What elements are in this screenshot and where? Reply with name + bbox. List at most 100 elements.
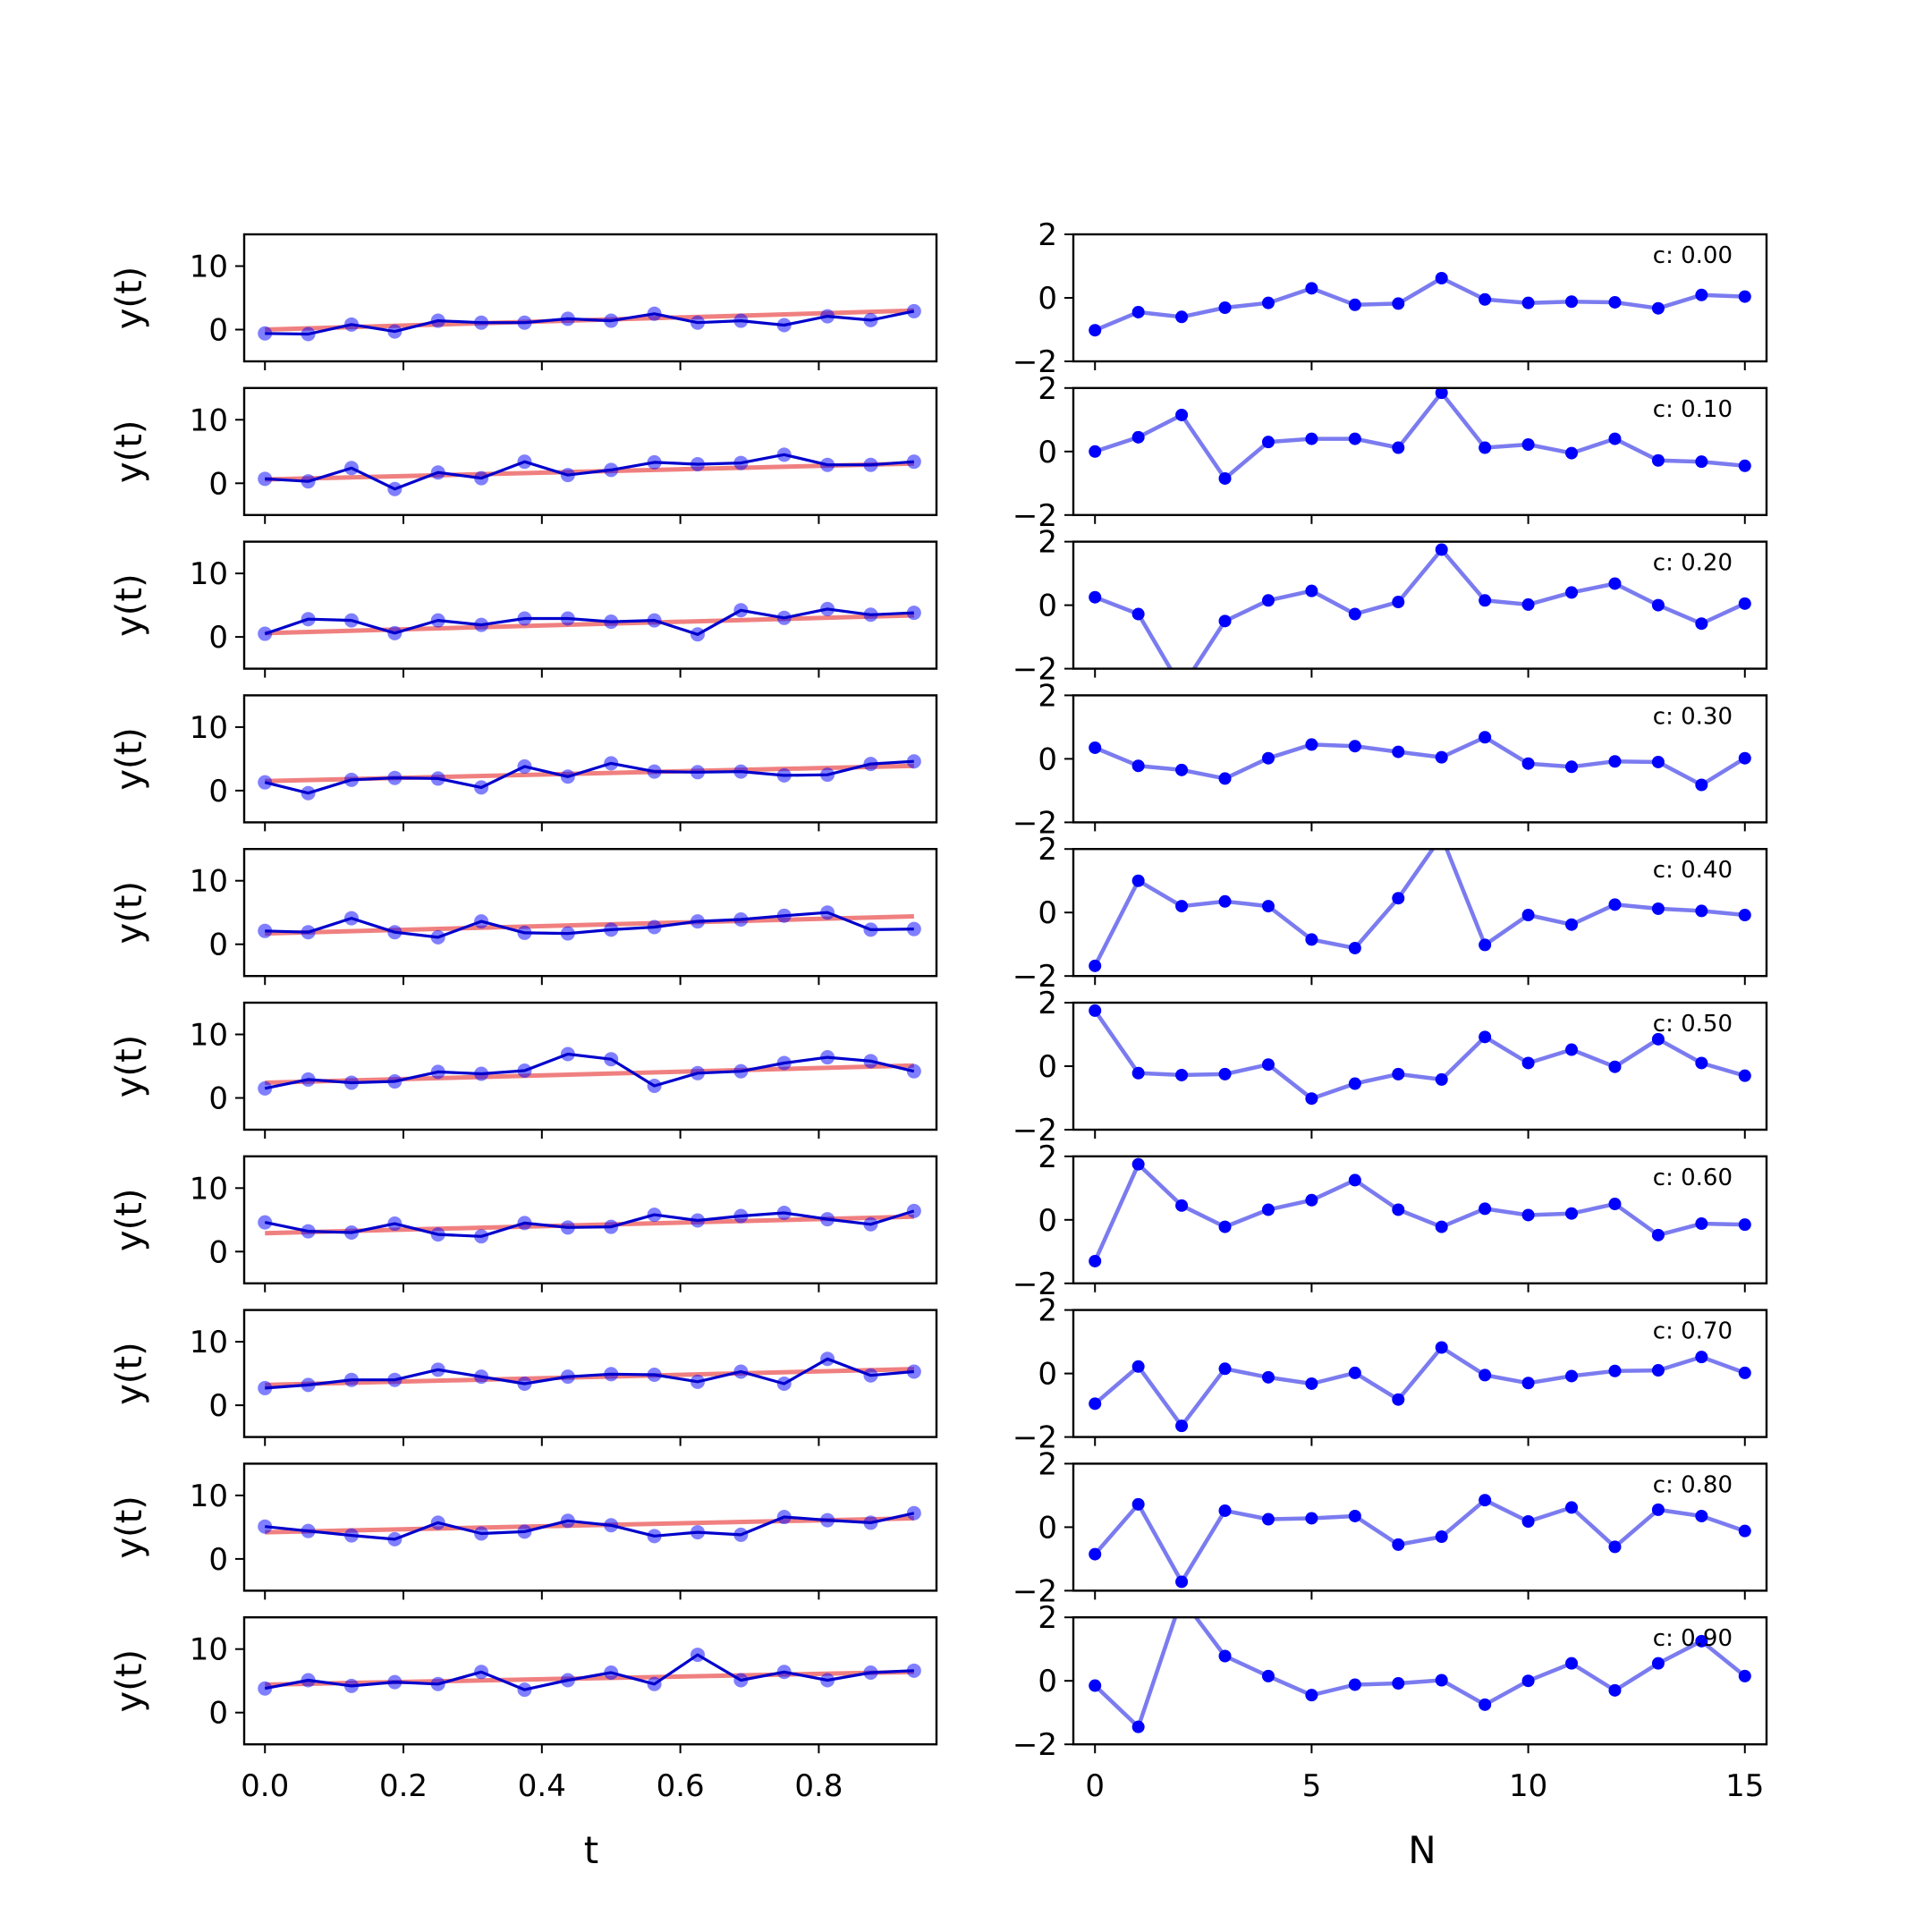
y-tick-label: 2 — [1038, 678, 1057, 714]
residual-point — [1175, 1199, 1189, 1212]
residual-point — [1695, 288, 1708, 301]
y-tick-label: 0 — [1038, 741, 1057, 777]
y-tick-label: 0 — [208, 1234, 228, 1270]
residual-panel: −2 0 2 c: 0.50 — [1013, 986, 1768, 1148]
residual-point — [1695, 1217, 1708, 1231]
residual-point — [1261, 1058, 1275, 1072]
residual-point — [1479, 1368, 1492, 1382]
axes-frame — [242, 848, 938, 978]
y-tick-label: 0 — [208, 928, 228, 963]
y-tick-label: 0 — [208, 774, 228, 809]
x-tick-label: 0.8 — [794, 1768, 843, 1804]
residual-point — [1435, 1072, 1448, 1086]
residual-point — [1348, 1174, 1361, 1187]
residual-point — [1479, 1030, 1492, 1044]
y-axis-label: y(t) — [109, 1496, 150, 1559]
residual-point — [1305, 933, 1318, 946]
y-tick-label: 10 — [190, 250, 228, 285]
right-column-panels: −2 0 2 c: 0.00 −2 0 2 c: 0.10 −2 0 2 c: 0.20 −2 0 2 c: … — [1013, 217, 1768, 1804]
residual-point — [1521, 1515, 1535, 1529]
y-axis-label: y(t) — [109, 1342, 150, 1405]
y-tick-label: 0 — [1038, 435, 1057, 470]
residual-point — [1175, 900, 1189, 913]
data-point — [906, 1663, 921, 1678]
plot-area — [258, 1046, 921, 1096]
y-tick-label: 0 — [208, 1542, 228, 1578]
residual-point — [1565, 295, 1579, 309]
y-tick-label: 0 — [208, 313, 228, 349]
residual-point — [1521, 296, 1535, 309]
residual-point — [1175, 763, 1189, 776]
y-tick-label: −2 — [1013, 344, 1057, 380]
y-axis-label: y(t) — [109, 267, 150, 330]
residual-point — [1608, 1683, 1622, 1697]
residual-point — [1651, 1228, 1665, 1241]
c-value-annotation: c: 0.40 — [1653, 857, 1733, 884]
c-value-annotation: c: 0.80 — [1653, 1471, 1733, 1498]
residual-line — [1093, 849, 1746, 967]
residual-point — [1392, 1067, 1405, 1080]
left-column-panels: 0 10 y(t) 0 10 y(t) 0 10 y(t) 0 10 y(t) 0 10 y(t) 0 10 y(… — [109, 233, 938, 1804]
data-point — [906, 921, 921, 936]
right-x-axis-label: N — [1408, 1828, 1436, 1872]
residual-point — [1435, 1341, 1448, 1354]
residual-point — [1435, 1674, 1448, 1687]
residual-point — [1218, 471, 1232, 485]
residual-point — [1218, 1220, 1232, 1233]
y-tick-label: 2 — [1038, 371, 1057, 407]
residual-point — [1738, 1669, 1751, 1682]
residual-point — [1651, 1364, 1665, 1377]
time-series-panel: 0 10 y(t) — [109, 233, 938, 370]
residual-point — [1175, 1068, 1189, 1081]
plot-area — [258, 754, 921, 801]
y-tick-label: −2 — [1013, 652, 1057, 688]
x-tick-label: 0.4 — [518, 1768, 566, 1804]
y-tick-label: 10 — [190, 1018, 228, 1054]
residual-point — [1392, 297, 1405, 310]
plot-area — [1089, 1157, 1751, 1267]
data-line — [264, 759, 914, 795]
residual-point — [1089, 1004, 1102, 1017]
fit-line — [265, 1367, 914, 1387]
time-series-panel: 0 10 y(t) — [109, 1462, 938, 1600]
residual-point — [1651, 453, 1665, 467]
plot-area — [258, 1648, 921, 1698]
residual-point — [1261, 1203, 1275, 1216]
data-point — [906, 606, 921, 621]
residual-point — [1392, 1677, 1405, 1690]
residual-point — [1218, 1649, 1232, 1663]
residual-point — [1521, 597, 1535, 611]
residual-point — [1479, 1698, 1492, 1711]
residual-point — [1218, 1067, 1232, 1080]
residual-panel: −2 0 2 c: 0.10 — [1013, 371, 1768, 534]
residual-point — [1089, 959, 1102, 972]
residual-point — [1695, 1351, 1708, 1364]
x-tick-label: 15 — [1725, 1768, 1764, 1804]
residual-point — [1695, 1509, 1708, 1522]
residual-point — [1565, 1369, 1579, 1383]
residual-point — [1175, 310, 1189, 324]
residual-point — [1348, 1509, 1361, 1522]
y-tick-label: 2 — [1038, 1140, 1057, 1175]
residual-point — [1565, 1501, 1579, 1514]
residual-point — [1738, 751, 1751, 765]
y-tick-label: 0 — [1038, 1357, 1057, 1393]
residual-line — [1093, 1497, 1746, 1584]
residual-point — [1435, 387, 1448, 400]
y-axis-label: y(t) — [109, 1035, 150, 1098]
y-tick-label: 2 — [1038, 986, 1057, 1021]
data-line — [265, 453, 914, 491]
residual-point — [1565, 918, 1579, 931]
plot-area — [1089, 387, 1751, 485]
time-series-panel: 0 10 y(t) — [109, 1155, 938, 1292]
residual-point — [1695, 904, 1708, 918]
time-series-panel: 0 10 y(t) — [109, 1309, 938, 1446]
residual-point — [1261, 1370, 1275, 1384]
plot-area — [1089, 1004, 1751, 1106]
axes-frame — [242, 233, 938, 363]
left-x-axis-label: t — [584, 1828, 598, 1872]
residual-point — [1521, 1377, 1535, 1390]
residual-point — [1305, 1512, 1318, 1525]
residual-point — [1218, 894, 1232, 908]
